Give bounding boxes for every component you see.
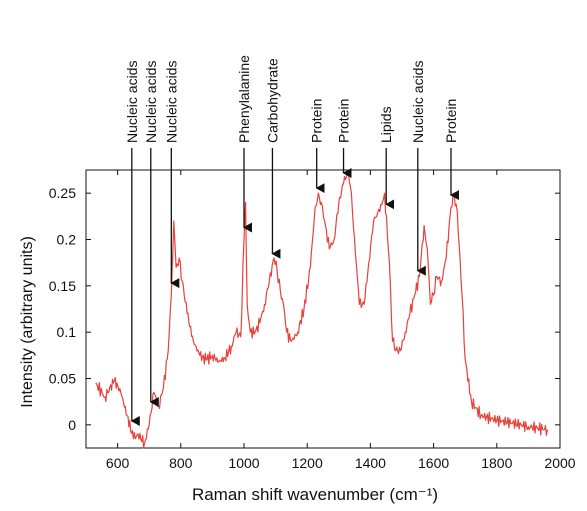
- y-tick-label: 0.15: [49, 278, 76, 294]
- y-tick-label: 0.25: [49, 185, 76, 201]
- x-tick-label: 1000: [228, 455, 259, 471]
- plot-frame: [85, 169, 561, 449]
- spectrum-line: [95, 169, 548, 449]
- x-tick-label: 600: [106, 455, 130, 471]
- annotation-label: Nucleic acids: [163, 61, 179, 143]
- x-tick-label: 1800: [481, 455, 512, 471]
- annotation-label: Protein: [309, 99, 325, 143]
- annotation-label: Carbohydrate: [264, 58, 280, 143]
- x-tick-label: 1200: [292, 455, 323, 471]
- annotation-label: Nucleic acids: [410, 61, 426, 143]
- x-tick-label: 800: [169, 455, 193, 471]
- y-tick-label: 0.2: [57, 232, 77, 248]
- x-tick-label: 1400: [355, 455, 386, 471]
- x-axis-label: Raman shift wavenumber (cm⁻¹): [192, 485, 438, 504]
- annotation-label: Nucleic acids: [143, 61, 159, 143]
- annotation-layer: Nucleic acids Nucleic acids Nucleic acids P…: [124, 55, 459, 426]
- annotation-label: Lipids: [378, 106, 394, 143]
- annotation-label: Protein: [336, 99, 352, 143]
- x-tick-label: 1600: [418, 455, 449, 471]
- axis-layer: 600 800 1000 1200 1400 1600 1800 2000 0 0.05 0.1 0.…: [49, 170, 576, 471]
- x-tick-label: 2000: [544, 455, 575, 471]
- annotation-label: Phenylalanine: [236, 55, 252, 143]
- y-tick-label: 0.05: [49, 371, 76, 387]
- series-layer: [95, 169, 548, 449]
- annotation-label: Nucleic acids: [124, 61, 140, 143]
- y-tick-label: 0: [68, 417, 76, 433]
- y-tick-label: 0.1: [57, 324, 77, 340]
- y-axis-label: Intensity (arbitrary units): [19, 236, 36, 408]
- plot-area-border: [85, 169, 561, 449]
- annotation-label: Protein: [443, 99, 459, 143]
